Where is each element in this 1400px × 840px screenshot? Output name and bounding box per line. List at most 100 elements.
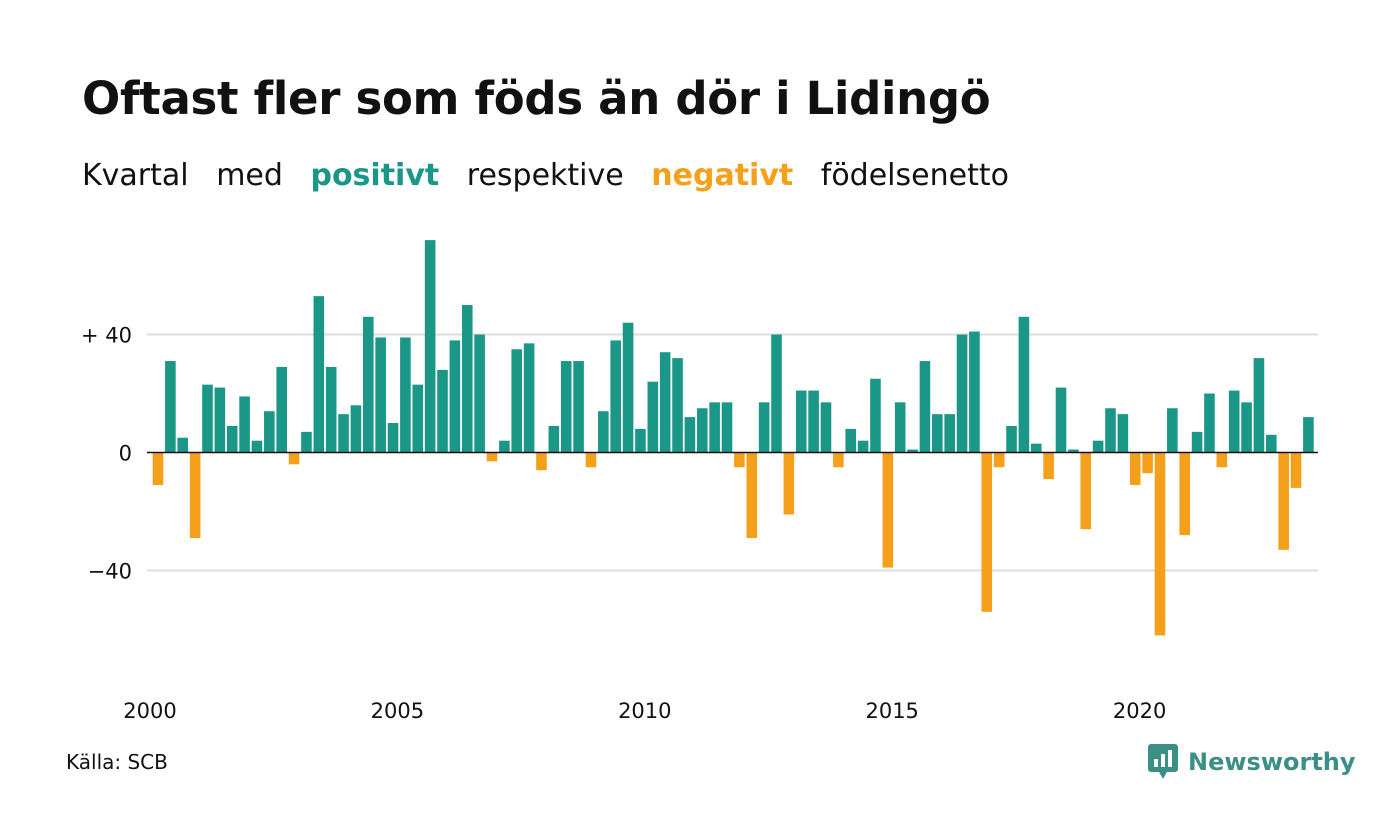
bar-2002-q4: 2002 Q4: -4 xyxy=(288,452,300,465)
bar-2005-q1: 2005 Q1: 39 xyxy=(400,337,411,453)
bar-2012-q2: 2012 Q2: 17 xyxy=(758,402,770,453)
bar-2018-q1: 2018 Q1: -9 xyxy=(1043,452,1054,480)
bar-2004-q2: 2004 Q2: 46 xyxy=(362,316,374,453)
bar-2009-q1: 2009 Q1: 14 xyxy=(598,411,609,453)
bar-2005-q2: 2005 Q2: 23 xyxy=(412,384,424,453)
bar-2008-q4: 2008 Q4: -5 xyxy=(585,452,597,468)
bar-2002-q2: 2002 Q2: 14 xyxy=(264,411,275,453)
source-note: Källa: SCB xyxy=(66,750,168,774)
bar-2011-q1: 2011 Q1: 15 xyxy=(696,408,708,453)
bar-2017-q3: 2017 Q3: 46 xyxy=(1018,316,1030,453)
subtitle-positive-label: positivt xyxy=(310,158,440,193)
bar-2010-q4: 2010 Q4: 12 xyxy=(684,417,696,453)
bar-2001-q1: 2001 Q1: 23 xyxy=(202,384,213,453)
bar-2007-q1: 2007 Q1: 4 xyxy=(499,440,510,453)
subtitle-word-kvartal: Kvartal xyxy=(82,158,189,193)
bar-2004-q4: 2004 Q4: 10 xyxy=(387,423,399,453)
bar-2003-q2: 2003 Q2: 53 xyxy=(313,296,325,453)
bar-2006-q4: 2006 Q4: -3 xyxy=(486,452,498,462)
bar-2015-q4: 2015 Q4: 13 xyxy=(932,414,943,453)
bar-2020-q3: 2020 Q3: 15 xyxy=(1167,408,1178,453)
bar-2003-q4: 2003 Q4: 13 xyxy=(338,414,349,453)
y-tick-label: 0 xyxy=(119,442,132,466)
bar-2006-q2: 2006 Q2: 50 xyxy=(461,305,473,453)
bar-2015-q2: 2015 Q2: 1 xyxy=(907,449,918,453)
subtitle-word-respektive: respektive xyxy=(466,158,624,193)
bar-2011-q2: 2011 Q2: 17 xyxy=(709,402,720,453)
bar-2008-q3: 2008 Q3: 31 xyxy=(573,361,584,453)
chart-subtitle: Kvartal med positivt respektive negativt… xyxy=(82,158,1027,193)
bar-2023-q1: 2023 Q1: -12 xyxy=(1290,452,1302,488)
bar-2023-q2: 2023 Q2: 12 xyxy=(1303,417,1314,453)
chart-title: Oftast fler som föds än dör i Lidingö xyxy=(82,72,991,125)
grid-layer xyxy=(147,333,1318,572)
bar-layer: 2000 Q1: -112000 Q2: 312000 Q3: 52000 Q4… xyxy=(152,240,1314,636)
bar-2007-q3: 2007 Q3: 37 xyxy=(523,343,535,453)
bar-2016-q3: 2016 Q3: 41 xyxy=(969,331,980,453)
bar-2006-q3: 2006 Q3: 40 xyxy=(474,334,485,453)
y-tick-label: −40 xyxy=(88,560,132,584)
bar-2009-q3: 2009 Q3: 44 xyxy=(622,322,634,453)
bar-2021-q3: 2021 Q3: -5 xyxy=(1216,452,1228,468)
bar-2003-q3: 2003 Q3: 29 xyxy=(325,366,337,453)
bar-2020-q4: 2020 Q4: -28 xyxy=(1179,452,1191,536)
bar-2022-q3: 2022 Q3: 6 xyxy=(1266,434,1277,453)
bar-2014-q3: 2014 Q3: 25 xyxy=(870,378,881,453)
bar-2016-q4: 2016 Q4: -54 xyxy=(981,452,993,612)
subtitle-word-med: med xyxy=(216,158,283,193)
bar-2018-q2: 2018 Q2: 22 xyxy=(1055,387,1067,453)
bar-2010-q3: 2010 Q3: 32 xyxy=(672,358,683,453)
bar-2002-q3: 2002 Q3: 29 xyxy=(276,366,287,453)
x-tick-label: 2000 xyxy=(123,699,176,723)
bar-2012-q4: 2012 Q4: -21 xyxy=(783,452,795,515)
bar-2011-q3: 2011 Q3: 17 xyxy=(721,402,733,453)
bar-2012-q1: 2012 Q1: -29 xyxy=(746,452,758,539)
bar-2014-q4: 2014 Q4: -39 xyxy=(882,452,894,568)
bar-2019-q3: 2019 Q3: 13 xyxy=(1117,414,1129,453)
x-axis-labels: 2000 2005 2010 2015 2020 xyxy=(123,699,1166,723)
bar-2004-q1: 2004 Q1: 16 xyxy=(350,405,362,453)
bar-2011-q4: 2011 Q4: -5 xyxy=(734,452,745,468)
bar-2010-q2: 2010 Q2: 34 xyxy=(659,352,671,453)
bar-2000-q3: 2000 Q3: 5 xyxy=(177,437,189,453)
bar-2003-q1: 2003 Q1: 7 xyxy=(301,431,312,453)
bar-2017-q4: 2017 Q4: 3 xyxy=(1030,443,1042,453)
bar-2016-q2: 2016 Q2: 40 xyxy=(956,334,968,453)
bar-2007-q2: 2007 Q2: 35 xyxy=(511,349,523,453)
x-tick-label: 2010 xyxy=(618,699,671,723)
bar-2019-q2: 2019 Q2: 15 xyxy=(1105,408,1116,453)
bar-2017-q1: 2017 Q1: -5 xyxy=(993,452,1005,468)
x-tick-label: 2005 xyxy=(371,699,424,723)
bar-2019-q4: 2019 Q4: -11 xyxy=(1129,452,1141,485)
bar-2013-q3: 2013 Q3: 17 xyxy=(820,402,832,453)
bar-2001-q3: 2001 Q3: 9 xyxy=(226,425,238,453)
bar-2015-q3: 2015 Q3: 31 xyxy=(919,361,931,453)
x-tick-label: 2015 xyxy=(865,699,918,723)
bar-2014-q1: 2014 Q1: 8 xyxy=(845,428,857,453)
subtitle-negative-label: negativt xyxy=(651,158,794,193)
bar-2009-q4: 2009 Q4: 8 xyxy=(635,428,646,453)
bar-2021-q1: 2021 Q1: 7 xyxy=(1191,431,1203,453)
bar-2008-q2: 2008 Q2: 31 xyxy=(560,361,572,453)
bar-2008-q1: 2008 Q1: 9 xyxy=(548,425,560,453)
bar-2016-q1: 2016 Q1: 13 xyxy=(944,414,955,453)
bar-2021-q2: 2021 Q2: 20 xyxy=(1204,393,1215,453)
bar-2022-q1: 2022 Q1: 17 xyxy=(1241,402,1252,453)
bar-2014-q2: 2014 Q2: 4 xyxy=(857,440,869,453)
bar-2020-q2: 2020 Q2: -62 xyxy=(1154,452,1166,636)
bar-2004-q3: 2004 Q3: 39 xyxy=(375,337,386,453)
brand-name: Newsworthy xyxy=(1188,748,1356,776)
bar-2013-q1: 2013 Q1: 21 xyxy=(795,390,807,453)
bar-2013-q4: 2013 Q4: -5 xyxy=(833,452,844,468)
bar-2020-q1: 2020 Q1: -7 xyxy=(1142,452,1153,474)
y-axis-labels: + 40 0 −40 xyxy=(81,324,132,584)
bar-2002-q1: 2002 Q1: 4 xyxy=(251,440,263,453)
bar-2018-q4: 2018 Q4: -26 xyxy=(1080,452,1092,530)
bar-2005-q4: 2005 Q4: 28 xyxy=(437,369,448,453)
brand-logo[interactable]: Newsworthy xyxy=(1148,744,1356,780)
bar-2017-q2: 2017 Q2: 9 xyxy=(1006,425,1017,453)
bar-2015-q1: 2015 Q1: 17 xyxy=(894,402,906,453)
bar-2012-q3: 2012 Q3: 40 xyxy=(771,334,782,453)
bar-2010-q1: 2010 Q1: 24 xyxy=(647,381,659,453)
